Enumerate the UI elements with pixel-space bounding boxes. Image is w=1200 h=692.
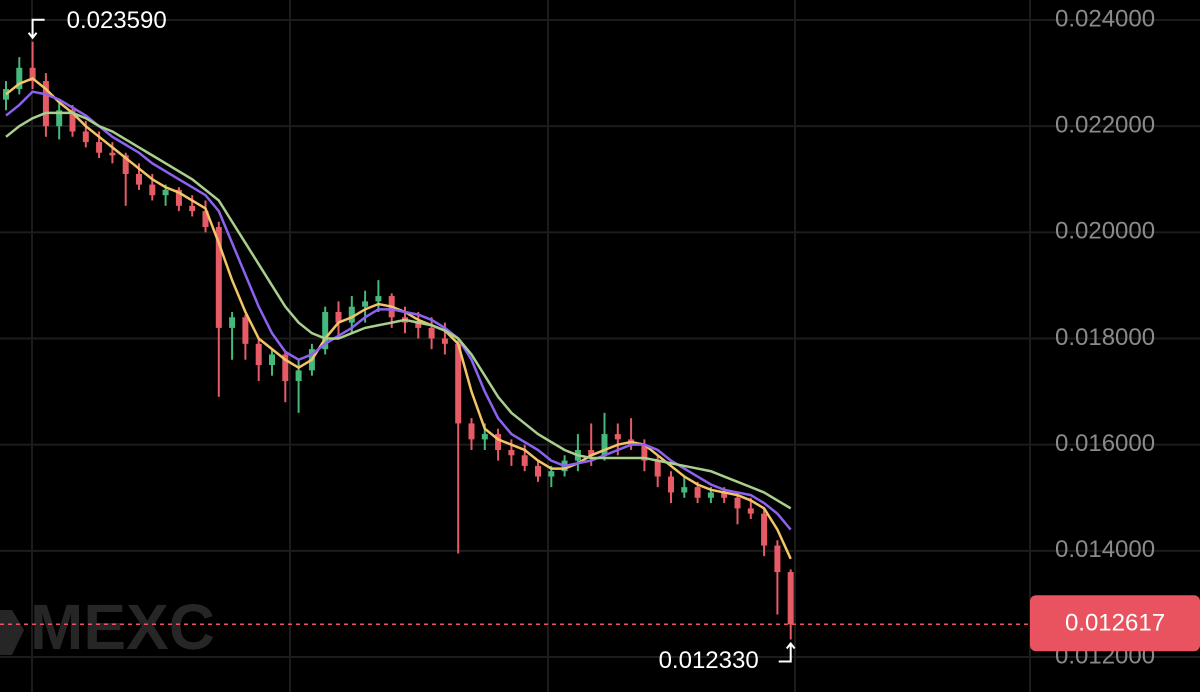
candle-body [535,465,541,477]
candle-body [508,449,515,456]
candle-body [774,545,781,573]
last-price-label: 0.012617 [1065,610,1165,637]
last-price-box [1030,595,1200,652]
candle-body [521,455,528,466]
candle-body [82,131,89,143]
candle-body [681,487,688,493]
high-label: 0.023590 [67,7,167,34]
watermark: MEXC [30,591,215,663]
candle-body [202,211,209,228]
candle-body [269,354,275,366]
candle-body [707,492,714,498]
candle-body [721,492,728,498]
y-tick-label: 0.014000 [1055,536,1155,563]
candle-body [189,205,196,212]
candle-body [136,173,142,185]
candle-body [468,423,475,440]
candle-body [787,572,794,625]
candle-body [295,370,302,381]
candle-body [588,449,595,456]
candle-body [109,152,116,156]
candle-body [69,110,76,132]
candle-body [614,434,621,440]
low-label: 0.012330 [659,647,759,674]
candle-body [441,338,448,344]
candle-body [761,513,768,546]
candle-body [375,296,382,302]
candle-body [694,487,701,498]
candle-body [242,317,249,344]
moving-average [5,90,792,531]
moving-average [5,111,792,510]
candle-body [548,471,555,477]
candle-body [229,317,236,328]
candle-body [29,67,36,82]
candle-body [362,301,369,307]
candle-body [215,227,222,328]
candle-body [56,110,63,127]
candle-body [668,476,674,493]
candle-body [428,327,435,339]
candle-body [348,306,355,323]
candle-body [322,311,329,350]
y-tick-label: 0.020000 [1055,218,1155,245]
candle-body [16,67,23,90]
candle-body [601,434,608,456]
y-tick-label: 0.016000 [1055,430,1155,457]
candle-body [654,460,661,477]
y-tick-label: 0.018000 [1055,324,1155,351]
moving-average [5,76,792,560]
candle-body [42,81,49,127]
candle-body [747,508,754,514]
candle-body [495,434,502,450]
candle-body [122,155,129,174]
candle-body [415,322,422,328]
candle-body [641,444,648,461]
candle-body [455,343,462,424]
candle-body [734,497,741,509]
high-arrow [27,18,45,40]
candle-body [282,354,289,381]
candle-body [481,434,488,440]
candle-body [149,184,156,196]
watermark-logo [0,610,24,655]
y-tick-label: 0.024000 [1055,5,1155,32]
low-arrow [778,641,796,663]
candle-body [255,343,262,366]
candle-body [162,189,169,196]
candle-body [335,311,342,323]
candle-body [175,189,182,206]
candle-body [96,142,103,153]
y-tick-label: 0.022000 [1055,112,1155,139]
